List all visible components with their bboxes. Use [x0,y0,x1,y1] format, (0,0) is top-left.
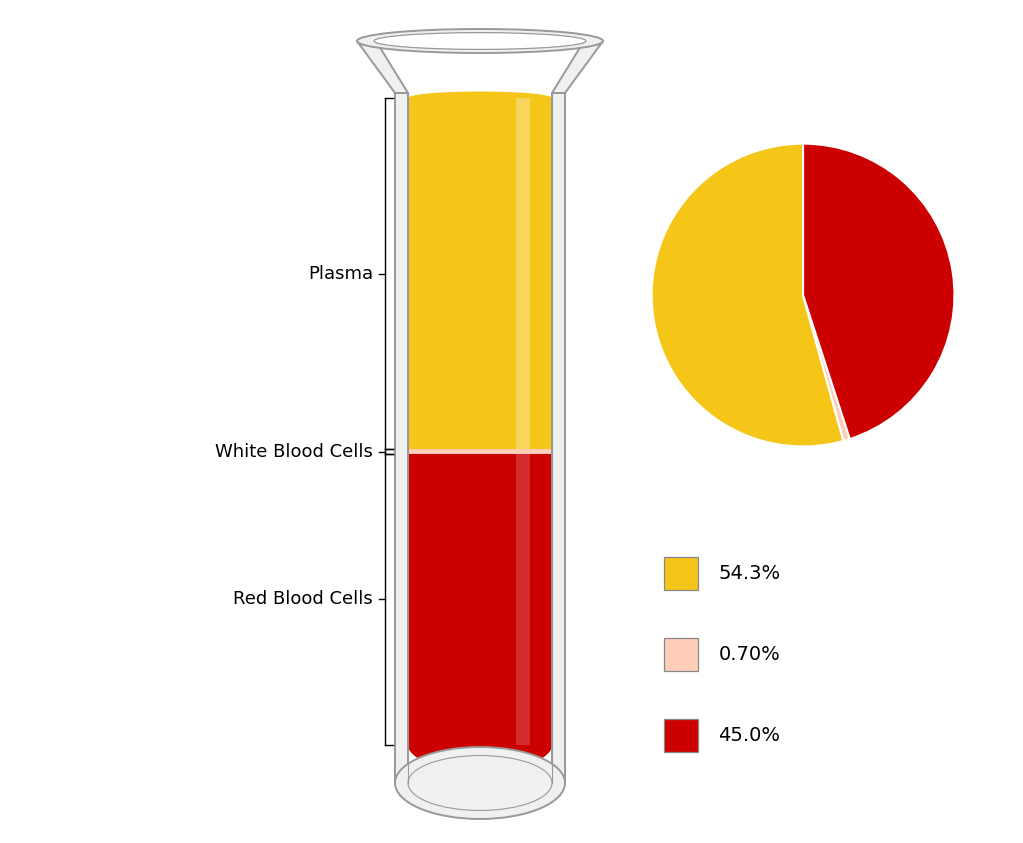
Bar [516,454,530,745]
Bar [516,98,530,449]
Polygon shape [357,41,408,93]
Bar [395,93,408,783]
Bar [408,98,552,449]
Text: 54.3%: 54.3% [718,564,781,583]
Text: 0.70%: 0.70% [718,645,781,664]
Bar [552,93,565,783]
Wedge shape [803,295,850,441]
Polygon shape [552,41,603,93]
Bar [408,454,552,745]
Text: White Blood Cells: White Blood Cells [215,443,373,460]
Bar [408,449,552,454]
Text: Red Blood Cells: Red Blood Cells [233,590,373,609]
Ellipse shape [357,29,603,53]
Ellipse shape [374,33,586,50]
Ellipse shape [408,92,552,105]
Bar [664,557,699,590]
Text: Plasma: Plasma [308,265,373,282]
Bar [664,719,699,752]
Ellipse shape [408,719,552,771]
Text: 45.0%: 45.0% [718,726,781,745]
Bar [664,638,699,671]
Ellipse shape [395,747,565,819]
Wedge shape [803,143,954,439]
Wedge shape [652,143,844,447]
